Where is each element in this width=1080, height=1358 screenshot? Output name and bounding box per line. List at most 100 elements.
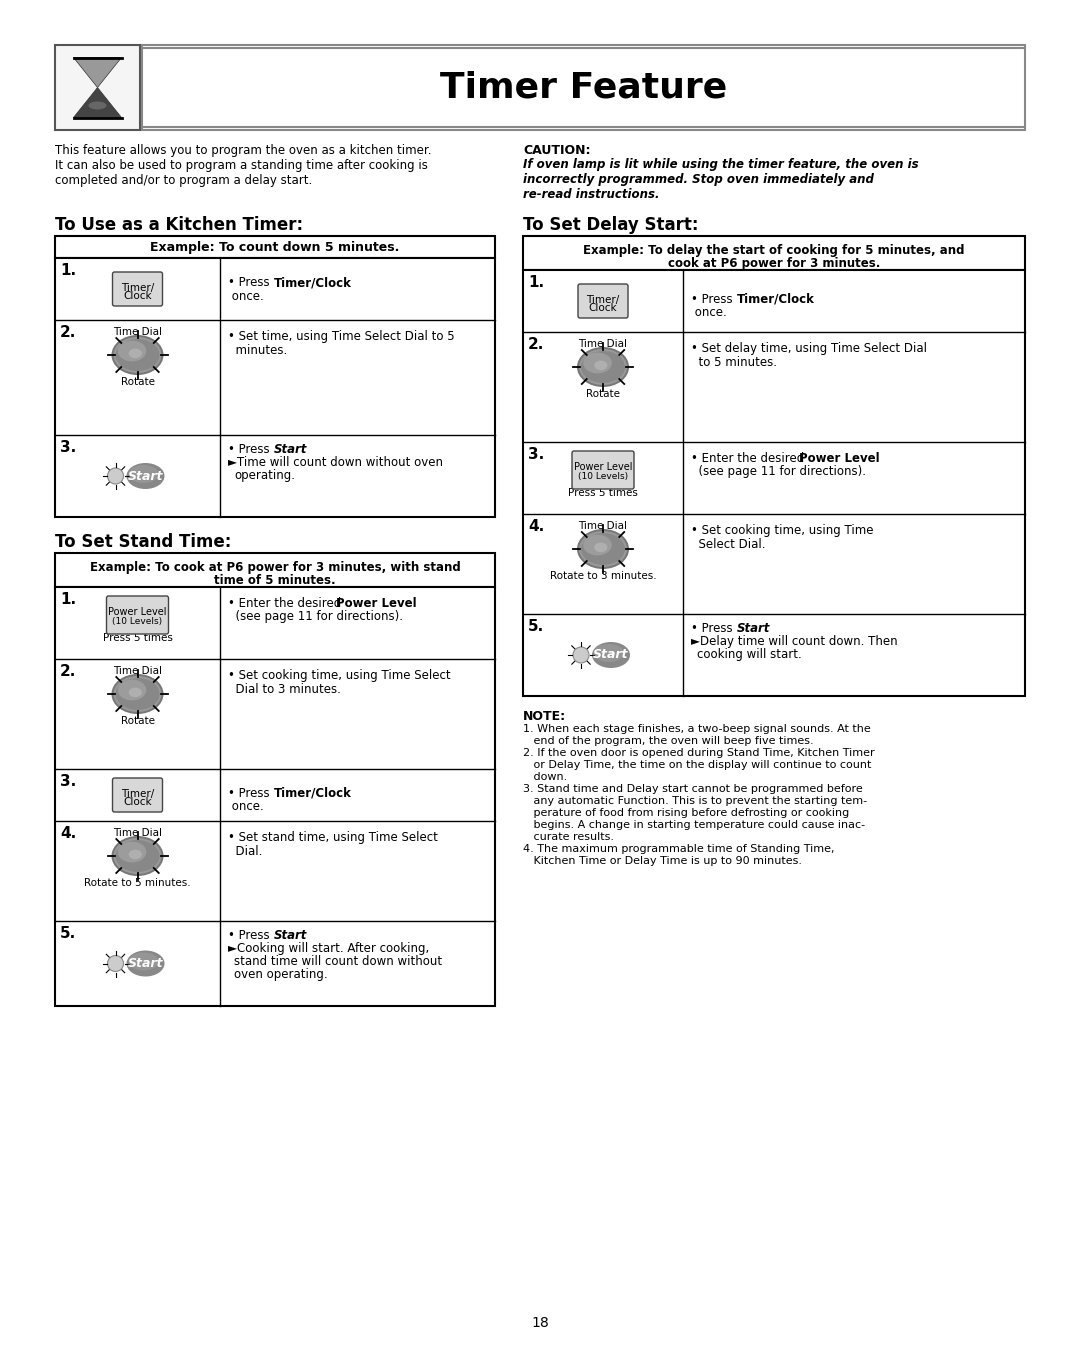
Text: stand time will count down without: stand time will count down without (234, 955, 442, 968)
Text: Clock: Clock (123, 797, 152, 807)
Text: Select Dial.: Select Dial. (691, 538, 766, 551)
Text: 2.: 2. (60, 325, 77, 340)
Text: (10 Levels): (10 Levels) (578, 473, 629, 481)
FancyBboxPatch shape (107, 596, 168, 634)
Circle shape (108, 469, 123, 483)
Ellipse shape (129, 850, 141, 860)
Text: 3. Stand time and Delay start cannot be programmed before: 3. Stand time and Delay start cannot be … (523, 784, 863, 794)
Text: down.: down. (523, 771, 567, 782)
Text: Time Dial: Time Dial (579, 340, 627, 349)
Text: Time Dial: Time Dial (113, 665, 162, 676)
Text: Start: Start (127, 957, 163, 970)
Text: begins. A change in starting temperature could cause inac-: begins. A change in starting temperature… (523, 820, 865, 830)
Text: Clock: Clock (123, 291, 152, 301)
Text: Start: Start (737, 622, 770, 636)
Text: 3.: 3. (528, 447, 544, 462)
Text: • Set stand time, using Time Select: • Set stand time, using Time Select (228, 831, 437, 845)
Text: • Set delay time, using Time Select Dial: • Set delay time, using Time Select Dial (691, 342, 927, 354)
Text: • Press: • Press (228, 929, 273, 942)
Text: 2.: 2. (60, 664, 77, 679)
Text: Example: To delay the start of cooking for 5 minutes, and: Example: To delay the start of cooking f… (583, 244, 964, 257)
Text: Rotate: Rotate (121, 716, 154, 727)
Ellipse shape (583, 535, 611, 555)
Text: any automatic Function. This is to prevent the starting tem-: any automatic Function. This is to preve… (523, 796, 867, 807)
Text: To Use as a Kitchen Timer:: To Use as a Kitchen Timer: (55, 216, 303, 234)
Text: Press 5 times: Press 5 times (103, 633, 173, 642)
Bar (55, 258, 495, 517)
Ellipse shape (581, 350, 625, 383)
Text: operating.: operating. (234, 469, 295, 482)
Text: Time Dial: Time Dial (113, 828, 162, 838)
Ellipse shape (129, 687, 141, 697)
Bar (523, 270, 1025, 697)
Ellipse shape (118, 679, 146, 701)
Ellipse shape (113, 838, 162, 875)
Ellipse shape (129, 349, 141, 359)
Text: 5.: 5. (528, 619, 544, 634)
Text: oven operating.: oven operating. (234, 968, 327, 980)
Text: to 5 minutes.: to 5 minutes. (691, 356, 777, 369)
Bar (55, 45, 140, 130)
Text: 2. If the oven door is opened during Stand Time, Kitchen Timer: 2. If the oven door is opened during Sta… (523, 748, 875, 758)
Text: ►Time will count down without oven: ►Time will count down without oven (228, 456, 443, 469)
Text: Time Dial: Time Dial (579, 521, 627, 531)
Circle shape (108, 956, 123, 971)
Text: ►Cooking will start. After cooking,: ►Cooking will start. After cooking, (228, 942, 429, 955)
Polygon shape (73, 87, 121, 118)
Ellipse shape (126, 463, 164, 489)
FancyBboxPatch shape (112, 778, 162, 812)
Text: Press 5 times: Press 5 times (568, 488, 638, 498)
Text: • Set cooking time, using Time Select: • Set cooking time, using Time Select (228, 669, 450, 682)
Ellipse shape (126, 951, 164, 976)
Text: 18: 18 (531, 1316, 549, 1329)
Text: • Press: • Press (228, 788, 273, 800)
Bar (55, 587, 495, 1006)
Text: ►Delay time will count down. Then: ►Delay time will count down. Then (691, 636, 897, 648)
Text: Start: Start (593, 649, 629, 661)
Ellipse shape (113, 676, 162, 712)
Text: once.: once. (691, 306, 727, 319)
FancyBboxPatch shape (578, 284, 627, 318)
Text: Time Dial: Time Dial (113, 327, 162, 337)
Ellipse shape (116, 340, 160, 371)
Text: (see page 11 for directions).: (see page 11 for directions). (228, 610, 403, 623)
Text: This feature allows you to program the oven as a kitchen timer.
It can also be u: This feature allows you to program the o… (55, 144, 432, 187)
Text: once.: once. (228, 289, 264, 303)
Text: Timer/: Timer/ (586, 295, 620, 306)
Text: end of the program, the oven will beep five times.: end of the program, the oven will beep f… (523, 736, 813, 746)
Text: Rotate to 5 minutes.: Rotate to 5 minutes. (84, 879, 191, 888)
Text: curate results.: curate results. (523, 832, 615, 842)
Ellipse shape (118, 842, 146, 862)
Text: 5.: 5. (60, 926, 77, 941)
Text: 1.: 1. (60, 263, 76, 278)
Ellipse shape (116, 678, 160, 710)
Text: cook at P6 power for 3 minutes.: cook at P6 power for 3 minutes. (667, 257, 880, 270)
Ellipse shape (113, 337, 162, 373)
Text: 3.: 3. (60, 440, 77, 455)
Ellipse shape (583, 353, 611, 373)
Text: 1.: 1. (60, 592, 76, 607)
Text: Dial to 3 minutes.: Dial to 3 minutes. (228, 683, 341, 697)
Ellipse shape (581, 532, 625, 565)
Text: Clock: Clock (589, 303, 618, 312)
Text: once.: once. (228, 800, 264, 813)
Text: 2.: 2. (528, 337, 544, 352)
Text: Rotate: Rotate (586, 388, 620, 399)
Text: • Press: • Press (228, 277, 273, 289)
FancyBboxPatch shape (572, 451, 634, 489)
Text: Timer/Clock: Timer/Clock (274, 788, 352, 800)
FancyBboxPatch shape (112, 272, 162, 306)
Ellipse shape (118, 341, 146, 361)
Text: (see page 11 for directions).: (see page 11 for directions). (691, 464, 866, 478)
Text: • Enter the desired: • Enter the desired (228, 598, 345, 610)
Ellipse shape (129, 464, 159, 483)
Ellipse shape (594, 543, 607, 553)
Text: Example: To count down 5 minutes.: Example: To count down 5 minutes. (150, 240, 400, 254)
Ellipse shape (116, 841, 160, 872)
Text: 3.: 3. (60, 774, 77, 789)
Text: Power Level: Power Level (573, 462, 632, 473)
Text: Kitchen Time or Delay Time is up to 90 minutes.: Kitchen Time or Delay Time is up to 90 m… (523, 856, 802, 866)
Text: • Press: • Press (691, 622, 737, 636)
Ellipse shape (592, 642, 630, 668)
Ellipse shape (129, 952, 159, 971)
